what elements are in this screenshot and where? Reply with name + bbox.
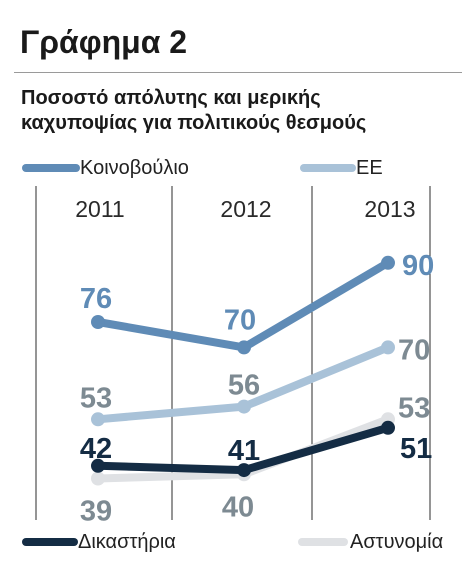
x-tick-label-2012: 2012 [220, 196, 271, 222]
data-point-courts-2012 [237, 463, 251, 478]
data-label-courts-2011: 42 [80, 433, 112, 465]
data-label-eu-2013: 70 [398, 334, 430, 366]
legend-label-police: Αστυνομία [350, 531, 444, 553]
data-point-parliament-2011 [91, 315, 105, 329]
data-label-parliament-2013: 90 [402, 250, 434, 282]
subtitle-line-2: καχυποψίας για πολιτικούς θεσμούς [21, 112, 367, 134]
data-label-parliament-2011: 76 [80, 283, 112, 315]
legend-label-eu: ΕΕ [356, 157, 383, 179]
data-label-courts-2013: 51 [400, 433, 432, 465]
legend-item-eu: ΕΕ [300, 157, 420, 179]
legend-item-police: Αστυνομία [298, 531, 468, 553]
legend-item-courts: Δικαστήρια [22, 531, 222, 553]
data-label-eu-2011: 53 [80, 382, 112, 414]
legend-item-parliament: Κοινοβούλιο [22, 157, 222, 179]
legend-swatch-eu [300, 164, 356, 172]
x-tick-label-2011: 2011 [75, 196, 124, 222]
data-point-eu-2011 [91, 412, 105, 427]
title-divider [14, 72, 462, 73]
data-point-parliament-2012 [237, 340, 251, 355]
legend-swatch-parliament [22, 164, 80, 172]
subtitle-line-1: Ποσοστό απόλυτης και μερικής [21, 87, 321, 109]
data-point-courts-2011 [91, 458, 105, 473]
data-label-police-2011: 39 [80, 496, 112, 528]
data-label-courts-2012: 41 [228, 435, 260, 467]
data-label-eu-2012: 56 [228, 370, 260, 402]
chart-title: Γράφημα 2 [20, 24, 188, 60]
legend-label-parliament: Κοινοβούλιο [80, 157, 189, 179]
data-label-parliament-2012: 70 [224, 304, 256, 336]
data-point-courts-2013 [381, 420, 395, 435]
data-point-eu-2013 [381, 340, 395, 355]
chart-subtitle: Ποσοστό απόλυτης και μερικής καχυποψίας … [21, 86, 366, 136]
data-label-police-2012: 40 [222, 491, 254, 523]
legend-swatch-courts [22, 538, 78, 546]
data-point-parliament-2013 [381, 255, 395, 270]
legend-label-courts: Δικαστήρια [78, 531, 176, 553]
x-tick-label-2013: 2013 [364, 196, 415, 222]
legend-swatch-police [298, 538, 348, 546]
data-point-police-2011 [91, 471, 105, 486]
data-label-police-2013: 53 [398, 392, 430, 424]
data-point-eu-2012 [237, 399, 251, 414]
